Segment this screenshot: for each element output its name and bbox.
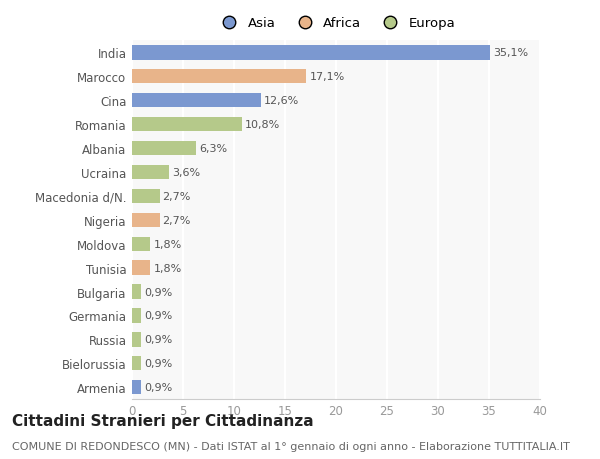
Bar	[132, 213, 160, 228]
Bar	[132, 332, 141, 347]
Bar	[132, 94, 260, 108]
Text: 3,6%: 3,6%	[172, 168, 200, 178]
Text: 0,9%: 0,9%	[144, 358, 172, 369]
Text: COMUNE DI REDONDESCO (MN) - Dati ISTAT al 1° gennaio di ogni anno - Elaborazione: COMUNE DI REDONDESCO (MN) - Dati ISTAT a…	[12, 441, 570, 451]
Bar	[132, 189, 160, 204]
Bar	[132, 118, 242, 132]
Text: Cittadini Stranieri per Cittadinanza: Cittadini Stranieri per Cittadinanza	[12, 413, 314, 428]
Bar	[132, 70, 307, 84]
Text: 2,7%: 2,7%	[163, 215, 191, 225]
Text: 2,7%: 2,7%	[163, 191, 191, 202]
Bar	[132, 356, 141, 371]
Text: 0,9%: 0,9%	[144, 311, 172, 321]
Bar	[132, 46, 490, 61]
Bar	[132, 261, 151, 275]
Text: 35,1%: 35,1%	[493, 48, 528, 58]
Bar	[132, 285, 141, 299]
Text: 0,9%: 0,9%	[144, 382, 172, 392]
Text: 0,9%: 0,9%	[144, 287, 172, 297]
Bar	[132, 237, 151, 252]
Text: 1,8%: 1,8%	[154, 263, 182, 273]
Text: 6,3%: 6,3%	[199, 144, 227, 154]
Text: 1,8%: 1,8%	[154, 239, 182, 249]
Bar	[132, 308, 141, 323]
Legend: Asia, Africa, Europa: Asia, Africa, Europa	[211, 12, 461, 36]
Text: 10,8%: 10,8%	[245, 120, 280, 130]
Text: 0,9%: 0,9%	[144, 335, 172, 345]
Text: 12,6%: 12,6%	[263, 96, 299, 106]
Text: 17,1%: 17,1%	[310, 72, 345, 82]
Bar	[132, 141, 196, 156]
Bar	[132, 380, 141, 395]
Bar	[132, 165, 169, 180]
